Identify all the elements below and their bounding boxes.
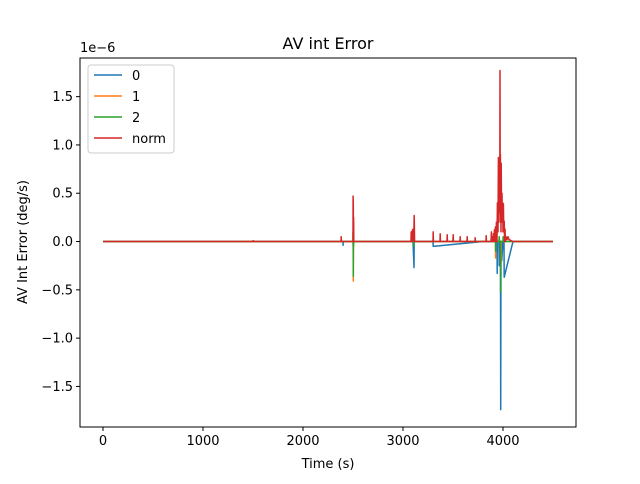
y-tick-label: −0.5 <box>41 283 73 298</box>
y-tick-label: −1.5 <box>41 380 73 395</box>
x-tick-label: 4000 <box>486 434 519 449</box>
y-tick-label: 0.5 <box>52 187 73 202</box>
y-tick-label: −1.0 <box>41 332 73 347</box>
legend-label: norm <box>132 132 166 147</box>
legend-label: 0 <box>132 69 140 84</box>
plot-area <box>79 57 577 428</box>
x-axis: 0 1000 2000 3000 4000 <box>99 427 520 449</box>
x-axis-label: Time (s) <box>301 457 355 472</box>
legend-label: 1 <box>132 90 140 105</box>
y-axis-label: AV Int Error (deg/s) <box>16 180 31 304</box>
x-tick-label: 3000 <box>386 434 419 449</box>
series-line-norm <box>103 69 553 243</box>
legend-label: 2 <box>132 111 140 126</box>
y-tick-label: 1.0 <box>52 138 73 153</box>
series-layer <box>103 69 553 411</box>
y-tick-label: 1.5 <box>52 90 73 105</box>
y-tick-label: 0.0 <box>52 235 73 250</box>
chart-title: AV int Error <box>283 34 374 53</box>
x-tick-label: 2000 <box>286 434 319 449</box>
plot-frame <box>79 57 577 428</box>
x-tick-label: 0 <box>99 434 107 449</box>
y-offset-label: 1e−6 <box>80 41 115 56</box>
x-tick-label: 1000 <box>186 434 219 449</box>
legend-box <box>87 64 175 154</box>
legend: 0 1 2 norm <box>87 64 175 154</box>
y-axis: −1.5 −1.0 −0.5 0.0 0.5 1.0 1.5 <box>41 90 80 395</box>
